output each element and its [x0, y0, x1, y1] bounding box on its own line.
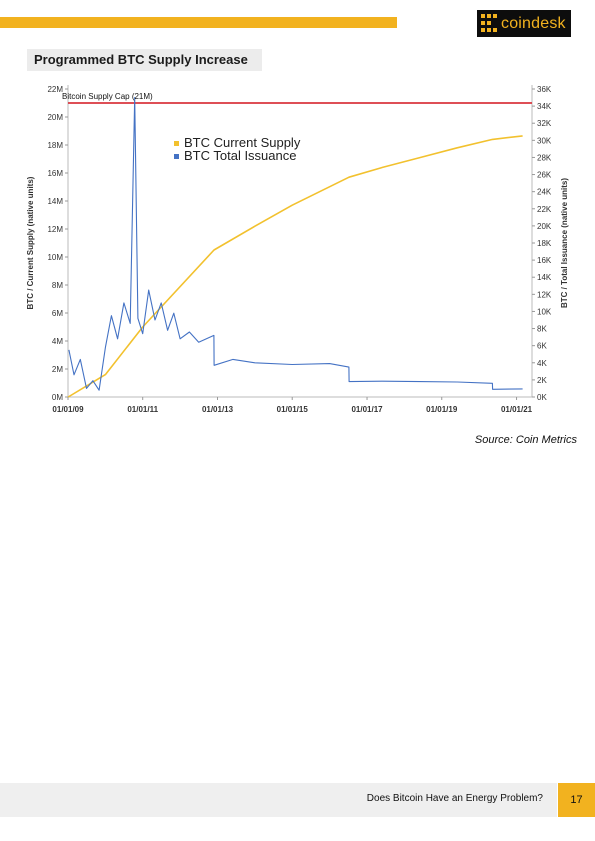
right-tick-label: 34K	[537, 102, 552, 111]
chart-title: Programmed BTC Supply Increase	[27, 49, 262, 71]
left-tick-label: 14M	[47, 197, 63, 206]
right-tick-label: 12K	[537, 290, 552, 299]
page-footer: Does Bitcoin Have an Energy Problem? 17	[0, 783, 595, 817]
page-number: 17	[558, 783, 595, 817]
left-tick-label: 4M	[52, 337, 63, 346]
left-tick-label: 12M	[47, 225, 63, 234]
footer-title: Does Bitcoin Have an Energy Problem?	[366, 793, 543, 804]
right-tick-label: 4K	[537, 359, 547, 368]
left-tick-label: 8M	[52, 281, 63, 290]
coindesk-logo: coindesk	[477, 10, 571, 37]
left-tick-label: 2M	[52, 365, 63, 374]
right-tick-label: 10K	[537, 307, 552, 316]
right-axis-title: BTC / Total Issuance (native units)	[560, 178, 569, 308]
left-axis-title: BTC / Current Supply (native units)	[26, 176, 35, 309]
coindesk-mark-icon	[481, 14, 497, 32]
footer-band	[0, 783, 557, 817]
supply-cap-label: Bitcoin Supply Cap (21M)	[62, 92, 153, 101]
chart-background	[22, 79, 578, 429]
x-tick-label: 01/01/19	[426, 405, 458, 414]
legend-swatch	[174, 154, 179, 159]
right-tick-label: 26K	[537, 171, 552, 180]
right-tick-label: 30K	[537, 136, 552, 145]
right-tick-label: 22K	[537, 205, 552, 214]
right-tick-label: 14K	[537, 273, 552, 282]
right-tick-label: 24K	[537, 188, 552, 197]
legend-swatch	[174, 141, 179, 146]
source-note: Source: Coin Metrics	[474, 434, 577, 446]
total-issuance-line	[68, 97, 523, 391]
header-accent-bar	[0, 17, 397, 28]
left-tick-label: 16M	[47, 169, 63, 178]
x-tick-label: 01/01/09	[52, 405, 84, 414]
right-tick-label: 20K	[537, 222, 552, 231]
left-tick-label: 10M	[47, 253, 63, 262]
right-tick-label: 6K	[537, 342, 547, 351]
chart: 0M 2M 4M 6M 8M 10M 12M 14M 16M 18M 20M 22M 0K 2K 4K 6K 8…	[22, 79, 578, 429]
right-tick-label: 0K	[537, 393, 547, 402]
x-tick-label: 01/01/21	[501, 405, 533, 414]
x-tick-label: 01/01/15	[277, 405, 309, 414]
right-tick-label: 18K	[537, 239, 552, 248]
right-tick-label: 36K	[537, 85, 552, 94]
right-tick-label: 32K	[537, 119, 552, 128]
legend-label: BTC Total Issuance	[184, 148, 296, 163]
left-tick-label: 18M	[47, 141, 63, 150]
current-supply-line	[67, 135, 523, 398]
left-tick-label: 6M	[52, 309, 63, 318]
logo-wordmark: coindesk	[501, 15, 566, 32]
right-tick-label: 16K	[537, 256, 552, 265]
right-tick-label: 28K	[537, 153, 552, 162]
x-tick-label: 01/01/13	[202, 405, 234, 414]
legend-label: BTC Current Supply	[184, 135, 301, 150]
x-tick-label: 01/01/17	[351, 405, 383, 414]
left-tick-label: 20M	[47, 113, 63, 122]
right-tick-label: 2K	[537, 376, 547, 385]
left-tick-label: 0M	[52, 393, 63, 402]
right-tick-label: 8K	[537, 325, 547, 334]
x-tick-label: 01/01/11	[127, 405, 158, 414]
left-tick-label: 22M	[47, 85, 63, 94]
